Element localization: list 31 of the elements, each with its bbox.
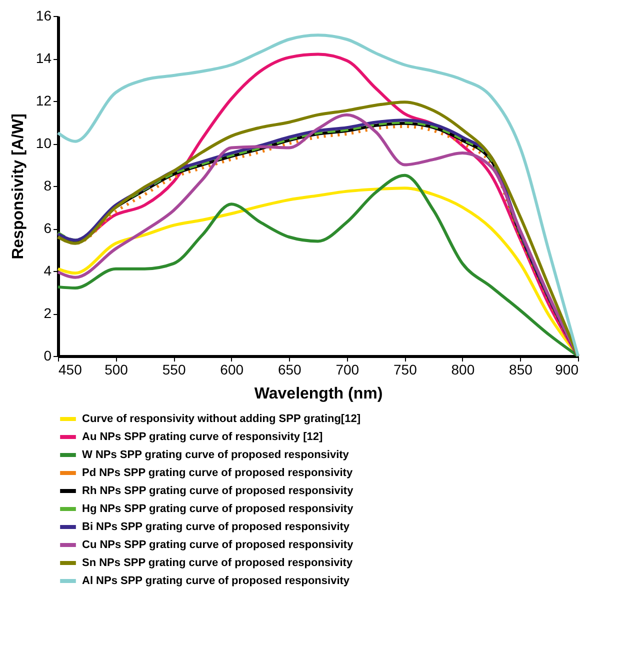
legend-label: Rh NPs SPP grating curve of proposed responsivity bbox=[82, 485, 354, 497]
y-tick-label: 10 bbox=[36, 135, 52, 151]
x-tick-label: 850 bbox=[509, 362, 533, 378]
y-tick-label: 4 bbox=[44, 262, 52, 278]
x-tick-label: 900 bbox=[555, 362, 579, 378]
y-tick-label: 14 bbox=[36, 50, 52, 66]
legend-label: Pd NPs SPP grating curve of proposed responsivity bbox=[82, 467, 354, 479]
x-tick-label: 550 bbox=[162, 362, 186, 378]
legend-label: Cu NPs SPP grating curve of proposed responsivity bbox=[82, 539, 354, 551]
legend-label: Hg NPs SPP grating curve of proposed responsivity bbox=[82, 503, 354, 515]
x-tick-label: 700 bbox=[336, 362, 360, 378]
legend-label: Curve of responsivity without adding SPP grating[12] bbox=[82, 413, 361, 425]
x-axis-title: Wavelength (nm) bbox=[254, 386, 383, 402]
x-tick-label: 750 bbox=[393, 362, 418, 378]
x-tick-label: 450 bbox=[58, 362, 82, 378]
legend-label: Au NPs SPP grating curve of responsivity [12] bbox=[82, 431, 323, 443]
y-tick-label: 2 bbox=[44, 305, 52, 321]
legend-label: Al NPs SPP grating curve of proposed responsivity bbox=[82, 575, 350, 587]
x-tick-label: 500 bbox=[104, 362, 128, 378]
y-tick-label: 0 bbox=[44, 348, 52, 364]
legend-label: Bi NPs SPP grating curve of proposed responsivity bbox=[82, 521, 350, 533]
x-tick-label: 650 bbox=[278, 362, 302, 378]
x-tick-label: 800 bbox=[451, 362, 475, 378]
legend-label: W NPs SPP grating curve of proposed responsivity bbox=[82, 449, 350, 461]
legend-label: Sn NPs SPP grating curve of proposed responsivity bbox=[82, 557, 354, 569]
x-tick-label: 600 bbox=[220, 362, 244, 378]
y-tick-label: 6 bbox=[44, 220, 52, 236]
y-tick-label: 12 bbox=[36, 92, 52, 108]
y-axis-title: Responsivity [A/W] bbox=[10, 114, 27, 260]
y-tick-label: 16 bbox=[36, 8, 52, 24]
y-tick-label: 8 bbox=[44, 178, 52, 194]
